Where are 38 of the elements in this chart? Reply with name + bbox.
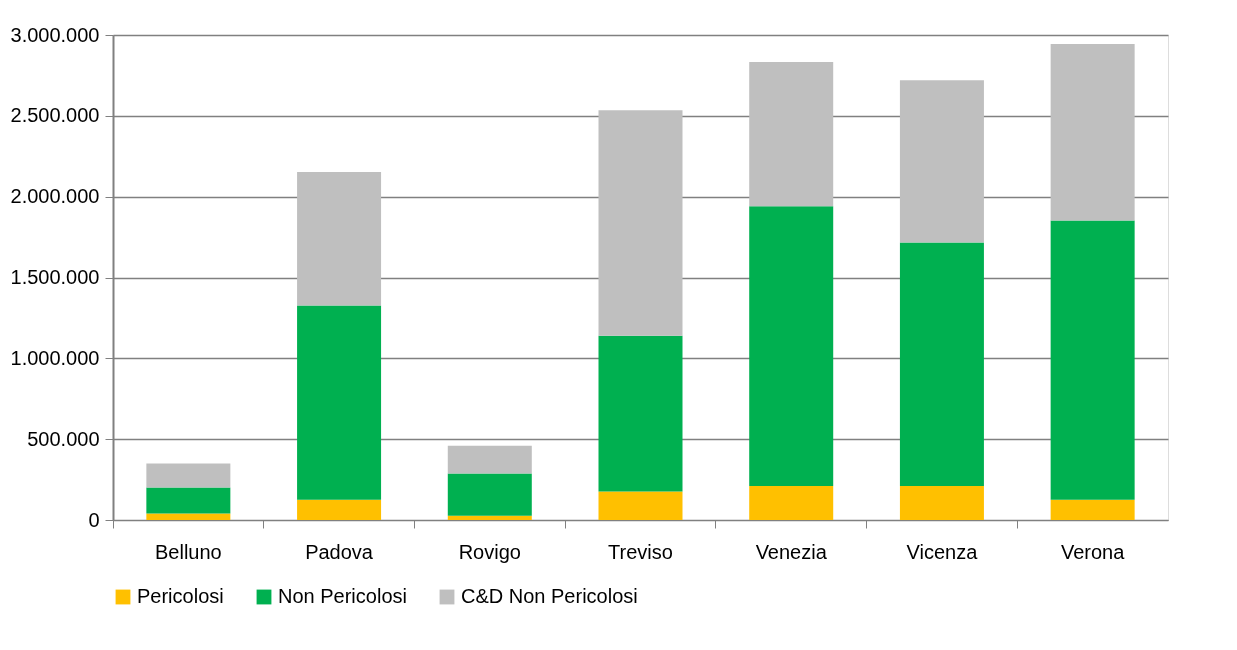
bar — [447, 473, 532, 516]
y-tick-label: 2.000.000 — [10, 185, 100, 208]
bar — [899, 486, 984, 520]
bar — [1050, 220, 1135, 500]
bar — [598, 335, 683, 492]
bar — [1050, 499, 1135, 520]
bar — [146, 513, 231, 520]
bar — [297, 499, 382, 520]
y-tick-label: 2.500.000 — [10, 104, 100, 127]
bar — [1050, 44, 1135, 221]
y-tick-label: 0 — [88, 508, 100, 531]
legend-label: C&D Non Pericolosi — [461, 585, 638, 607]
x-tick-label: Venezia — [755, 540, 828, 563]
bar — [297, 172, 382, 306]
bar — [447, 515, 532, 520]
legend-label: Pericolosi — [137, 585, 224, 607]
x-tick-label: Verona — [1060, 540, 1126, 563]
bar — [598, 110, 683, 336]
x-tick-label: Padova — [305, 540, 374, 563]
bar — [899, 80, 984, 243]
bar — [598, 491, 683, 520]
bar — [297, 305, 382, 500]
y-tick-label: 1.500.000 — [10, 266, 100, 288]
y-tick-label: 500.000 — [27, 427, 100, 450]
bar — [447, 445, 532, 474]
bar — [749, 62, 834, 207]
legend-label: Non Pericolosi — [278, 585, 407, 607]
bar — [749, 206, 834, 487]
x-tick-label: Treviso — [608, 540, 673, 563]
bar — [146, 463, 231, 488]
y-tick-label: 1.000.000 — [10, 346, 100, 369]
bar — [146, 487, 231, 514]
bar — [899, 242, 984, 487]
x-tick-label: Vicenza — [906, 540, 979, 563]
x-tick-label: Belluno — [155, 540, 222, 563]
y-tick-label: 3.000.000 — [10, 23, 100, 46]
x-tick-label: Rovigo — [458, 540, 521, 563]
bar — [749, 486, 834, 520]
